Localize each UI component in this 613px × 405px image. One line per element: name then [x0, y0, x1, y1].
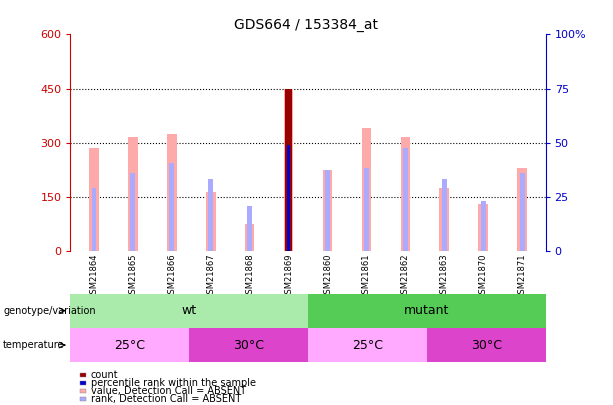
Text: 25°C: 25°C: [352, 339, 383, 352]
Bar: [287, 145, 290, 251]
Text: GSM21865: GSM21865: [128, 253, 137, 299]
Bar: [325, 170, 330, 251]
Text: GSM21866: GSM21866: [167, 253, 177, 299]
Bar: [167, 134, 177, 251]
Text: mutant: mutant: [404, 304, 449, 318]
Bar: [400, 137, 410, 251]
Bar: [427, 328, 546, 362]
Text: 30°C: 30°C: [471, 339, 501, 352]
Bar: [91, 188, 96, 251]
Bar: [206, 192, 216, 251]
Text: GSM21861: GSM21861: [362, 253, 371, 299]
Bar: [247, 206, 252, 251]
Text: GSM21871: GSM21871: [518, 253, 527, 299]
Text: genotype/variation: genotype/variation: [3, 306, 96, 315]
Bar: [128, 137, 138, 251]
Text: GSM21864: GSM21864: [89, 253, 98, 299]
Text: percentile rank within the sample: percentile rank within the sample: [91, 378, 256, 388]
Bar: [245, 224, 254, 251]
Text: count: count: [91, 370, 118, 379]
Bar: [520, 173, 525, 251]
Bar: [308, 294, 546, 328]
Bar: [481, 200, 485, 251]
Text: temperature: temperature: [3, 340, 64, 350]
Bar: [364, 168, 369, 251]
Text: GSM21868: GSM21868: [245, 253, 254, 299]
Text: wt: wt: [181, 304, 197, 318]
Bar: [362, 128, 371, 251]
Text: value, Detection Call = ABSENT: value, Detection Call = ABSENT: [91, 386, 246, 396]
Text: 25°C: 25°C: [115, 339, 145, 352]
Text: GSM21860: GSM21860: [323, 253, 332, 299]
Text: GSM21870: GSM21870: [479, 253, 488, 299]
Bar: [208, 179, 213, 251]
Text: GSM21862: GSM21862: [401, 253, 410, 299]
Bar: [308, 328, 427, 362]
Text: 30°C: 30°C: [233, 339, 264, 352]
Bar: [442, 179, 447, 251]
Bar: [517, 168, 527, 251]
Bar: [70, 294, 308, 328]
Text: GSM21867: GSM21867: [206, 253, 215, 299]
Text: GSM21863: GSM21863: [440, 253, 449, 299]
Bar: [440, 188, 449, 251]
Bar: [70, 328, 189, 362]
Text: GDS664 / 153384_at: GDS664 / 153384_at: [235, 18, 378, 32]
Text: rank, Detection Call = ABSENT: rank, Detection Call = ABSENT: [91, 394, 241, 404]
Bar: [285, 89, 292, 251]
Bar: [131, 173, 135, 251]
Bar: [322, 170, 332, 251]
Text: GSM21869: GSM21869: [284, 253, 293, 299]
Bar: [284, 89, 294, 251]
Bar: [89, 148, 99, 251]
Bar: [286, 145, 291, 251]
Bar: [189, 328, 308, 362]
Bar: [403, 148, 408, 251]
Bar: [478, 204, 488, 251]
Bar: [169, 163, 174, 251]
